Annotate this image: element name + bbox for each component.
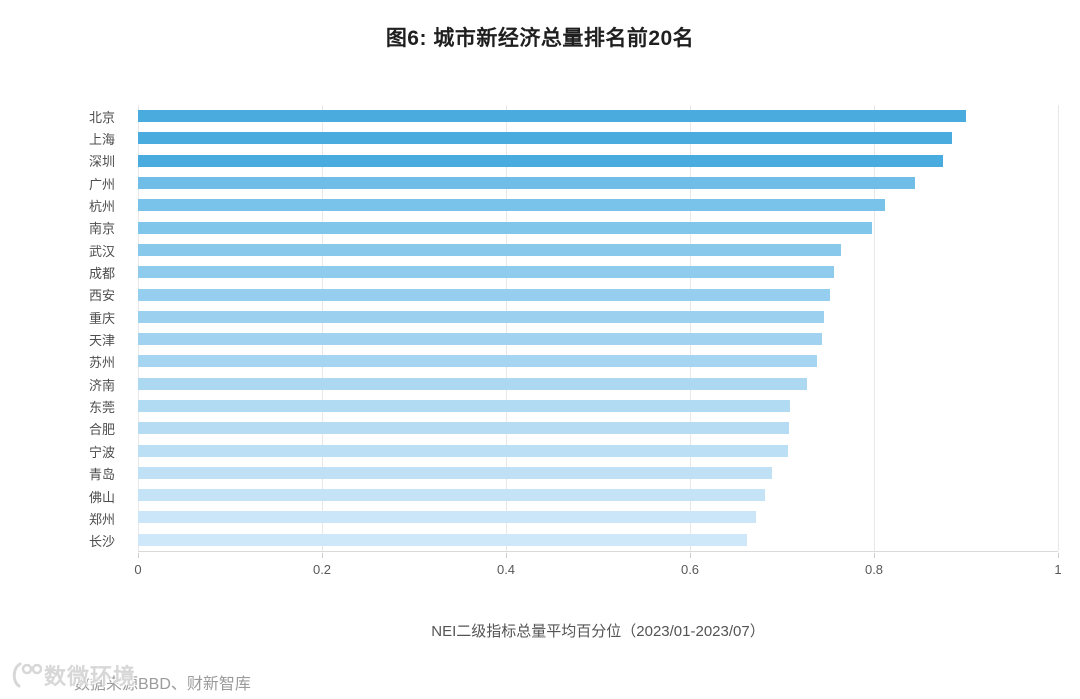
bar-row — [138, 529, 1058, 551]
category-label: 济南 — [88, 377, 115, 393]
bar — [138, 177, 916, 190]
category-label: 武汉 — [88, 243, 115, 259]
category-labels: 北京上海深圳广州杭州南京武汉成都西安重庆天津苏州济南东莞合肥宁波青岛佛山郑州长沙 — [0, 105, 126, 552]
category-label: 深圳 — [88, 154, 115, 170]
bar-row — [138, 172, 1058, 194]
bar — [138, 444, 789, 457]
tick-mark — [1057, 553, 1059, 558]
bar — [138, 132, 953, 145]
tick-label: 0 — [134, 562, 142, 577]
category-label: 天津 — [88, 333, 115, 349]
watermark-logo-icon — [12, 662, 42, 688]
gridline — [1057, 105, 1059, 551]
x-axis-tick-labels: 0 0.2 0.4 0.6 0.8 1 — [134, 562, 1062, 580]
bar — [138, 533, 748, 546]
bar-row — [138, 439, 1058, 461]
bar-row — [138, 350, 1058, 372]
x-axis-title: NEI二级指标总量平均百分位（2023/01-2023/07） — [431, 623, 765, 640]
bar — [138, 355, 817, 368]
bar-row — [138, 105, 1058, 127]
bar — [138, 333, 823, 346]
bar — [138, 266, 834, 279]
category-label: 合肥 — [88, 422, 115, 438]
bar-row — [138, 395, 1058, 417]
bar — [138, 466, 772, 479]
bar-row — [138, 261, 1058, 283]
category-label: 长沙 — [88, 534, 115, 550]
bar-row — [138, 462, 1058, 484]
bar — [138, 310, 825, 323]
tick-mark — [321, 553, 323, 558]
bar-row — [138, 506, 1058, 528]
category-label: 南京 — [88, 221, 115, 237]
gridline — [137, 105, 139, 551]
bar-row — [138, 306, 1058, 328]
bar-row — [138, 417, 1058, 439]
data-source-label: 数据来源BBD、财新智库 — [74, 676, 251, 693]
bar — [138, 243, 841, 256]
tick-label: 1 — [1054, 562, 1062, 577]
bar-row — [138, 239, 1058, 261]
bar-row — [138, 484, 1058, 506]
bar-row — [138, 283, 1058, 305]
plot-area — [137, 105, 1059, 552]
gridline — [689, 105, 691, 551]
category-label: 郑州 — [88, 511, 115, 527]
bar — [138, 154, 943, 167]
bar — [138, 199, 886, 212]
x-axis-tick-marks — [137, 553, 1059, 559]
category-label: 佛山 — [88, 489, 115, 505]
tick-label: 0.6 — [680, 562, 700, 577]
bar — [138, 221, 873, 234]
category-label: 杭州 — [88, 199, 115, 215]
bar-row — [138, 373, 1058, 395]
bar — [138, 422, 790, 435]
bar-row — [138, 194, 1058, 216]
gridline — [321, 105, 323, 551]
category-label: 西安 — [88, 288, 115, 304]
bar-row — [138, 328, 1058, 350]
bar-row — [138, 150, 1058, 172]
category-label: 重庆 — [88, 310, 115, 326]
tick-label: 0.4 — [496, 562, 516, 577]
chart-title: 图6: 城市新经济总量排名前20名 — [385, 27, 695, 50]
category-label: 北京 — [88, 109, 115, 125]
bar-row — [138, 127, 1058, 149]
category-label: 广州 — [88, 176, 115, 192]
bar-rows — [138, 105, 1058, 551]
gridline — [505, 105, 507, 551]
tick-mark — [689, 553, 691, 558]
gridline — [873, 105, 875, 551]
chart-footer: 数据来源BBD、财新智库 数微环境 — [8, 655, 508, 695]
bar — [138, 489, 766, 502]
bar-row — [138, 216, 1058, 238]
category-label: 上海 — [88, 132, 115, 148]
bar — [138, 377, 807, 390]
tick-mark — [505, 553, 507, 558]
tick-mark — [137, 553, 139, 558]
tick-mark — [873, 553, 875, 558]
category-label: 成都 — [88, 266, 115, 282]
tick-label: 0.2 — [312, 562, 332, 577]
bar — [138, 110, 966, 123]
bar — [138, 511, 757, 524]
bar — [138, 288, 830, 301]
category-label: 宁波 — [88, 444, 115, 460]
category-label: 青岛 — [88, 467, 115, 483]
bar — [138, 400, 791, 412]
tick-label: 0.8 — [864, 562, 884, 577]
category-label: 苏州 — [88, 355, 115, 371]
category-label: 东莞 — [88, 400, 115, 416]
